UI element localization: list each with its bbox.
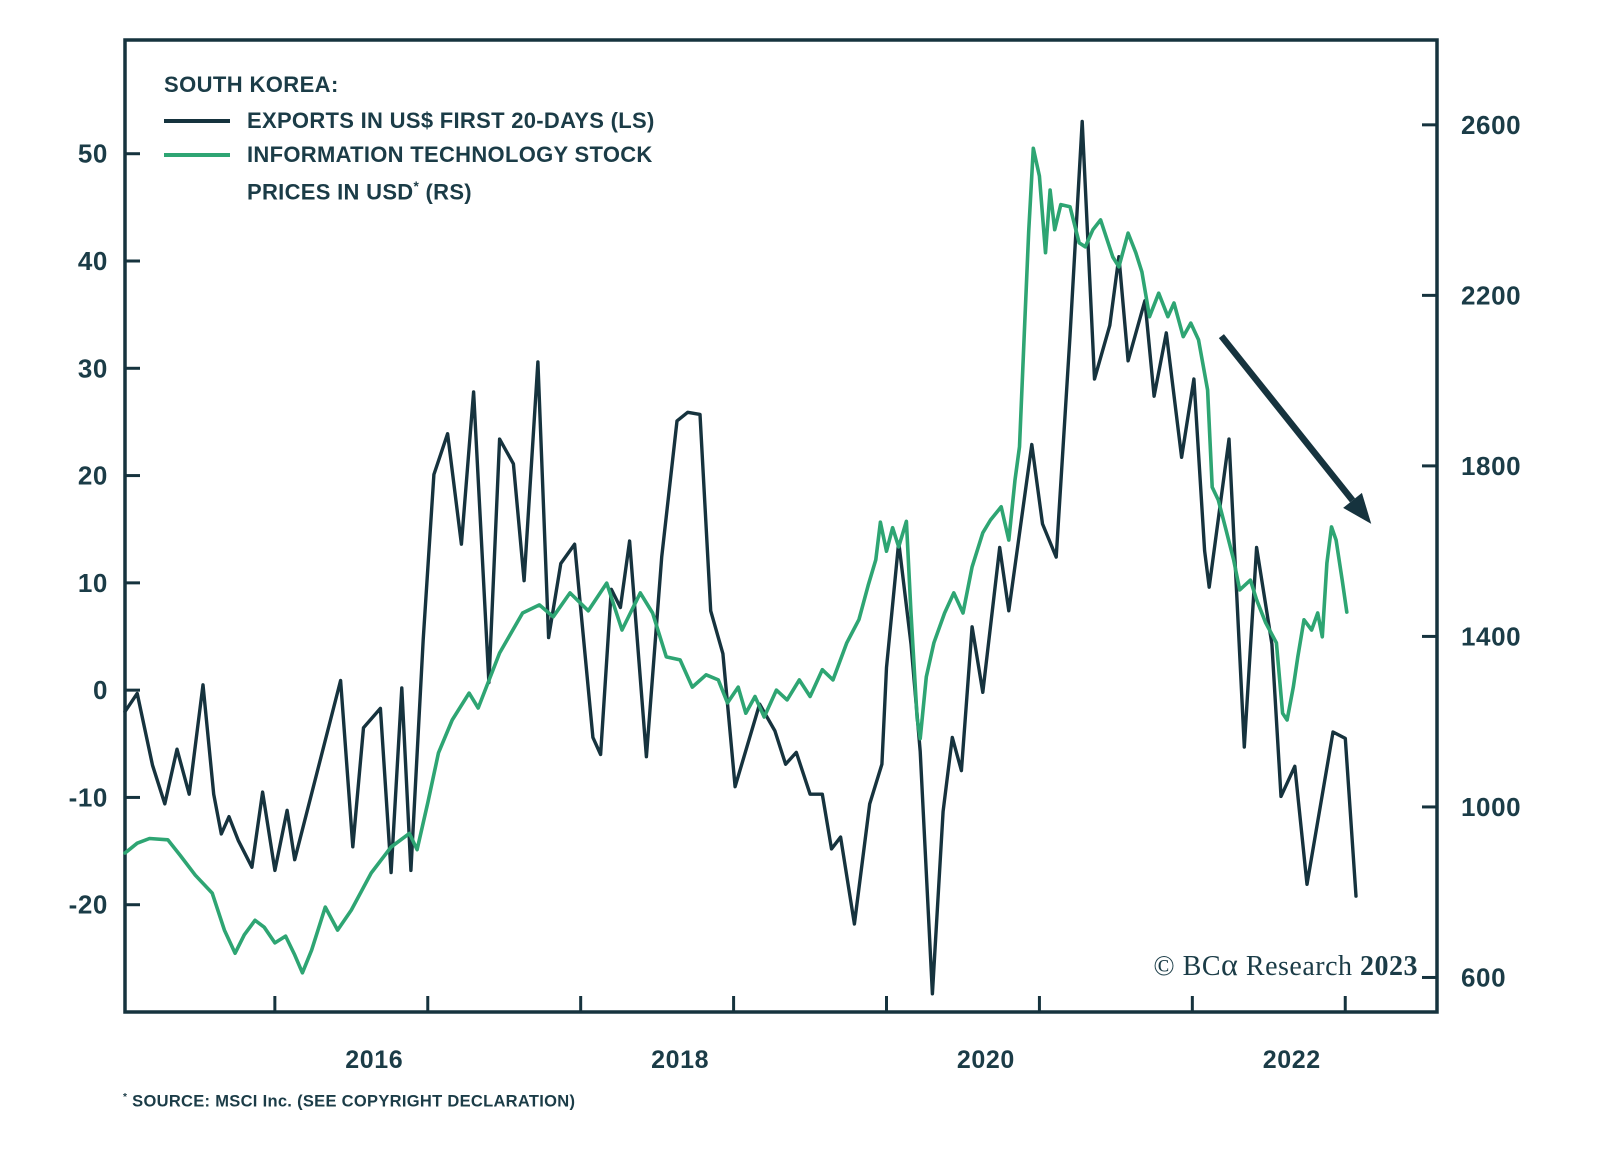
legend-label: INFORMATION TECHNOLOGY STOCK PRICES IN U… [247, 142, 653, 205]
left-axis-tick-label: 40 [78, 246, 108, 276]
left-axis-tick-label: -10 [69, 782, 108, 812]
x-axis-year-label: 2018 [651, 1046, 709, 1074]
downtrend-arrow-shaft [1218, 334, 1356, 503]
legend-line-swatch [164, 119, 230, 123]
right-axis-tick-label: 1000 [1461, 792, 1521, 822]
series-line-it-stock-prices [123, 146, 1349, 975]
right-axis-tick-label: 1800 [1461, 451, 1521, 481]
downtrend-arrow-head [1343, 492, 1372, 524]
source-footnote: * SOURCE: MSCI Inc. (SEE COPYRIGHT DECLA… [123, 1092, 576, 1111]
plot-frame [123, 38, 1439, 1014]
left-axis-tick-label: -20 [69, 890, 108, 920]
right-axis-tick-label: 2200 [1461, 280, 1521, 310]
legend-line-swatch [164, 153, 230, 157]
right-axis-tick-label: 2600 [1461, 110, 1521, 140]
chart-legend: SOUTH KOREA: EXPORTS IN US$ FIRST 20-DAY… [164, 72, 655, 210]
x-axis-year-label: 2022 [1263, 1046, 1321, 1074]
right-axis-tick-label: 1400 [1461, 621, 1521, 651]
left-axis-tick-label: 30 [78, 353, 108, 383]
left-axis-tick-label: 20 [78, 461, 108, 491]
chart-title: SOUTH KOREA: [164, 72, 339, 97]
left-axis-tick-label: 50 [78, 139, 108, 169]
legend-label: EXPORTS IN US$ FIRST 20-DAYS (LS) [247, 108, 655, 133]
legend-item-0: EXPORTS IN US$ FIRST 20-DAYS (LS) [164, 105, 655, 137]
right-axis-tick-label: 600 [1461, 962, 1506, 992]
series-line-exports [123, 119, 1358, 996]
legend-item-1: INFORMATION TECHNOLOGY STOCK PRICES IN U… [164, 139, 655, 208]
left-axis-tick-label: 0 [93, 675, 108, 705]
x-axis-year-label: 2020 [957, 1046, 1015, 1074]
left-axis-tick-label: 10 [78, 568, 108, 598]
bca-alpha-glyph: α [1221, 946, 1239, 982]
bca-research-credit: © BCα Research 2023 [1153, 946, 1418, 982]
x-axis-year-label: 2016 [345, 1046, 403, 1074]
